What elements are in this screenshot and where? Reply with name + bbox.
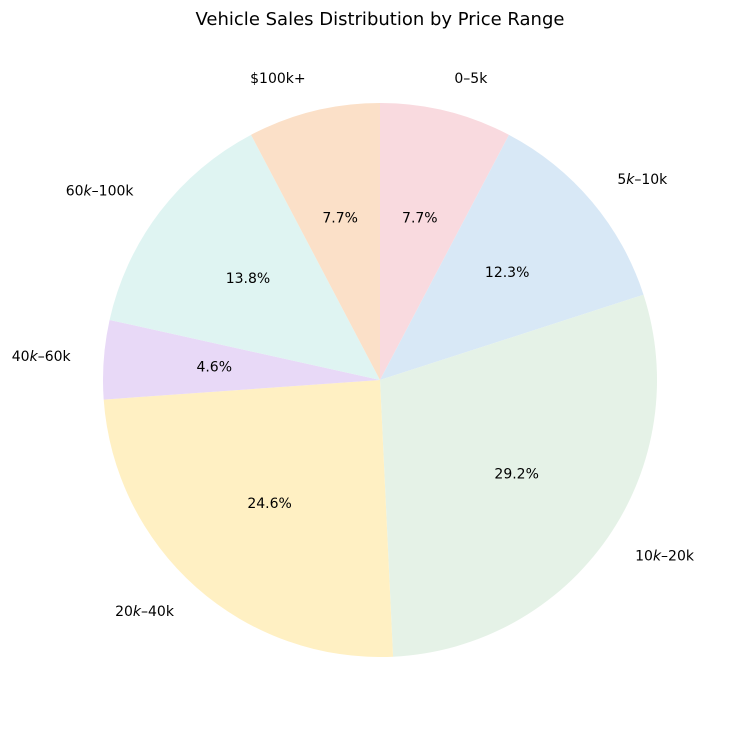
slice-percent-label: 29.2% xyxy=(494,467,538,483)
slice-percent-label: 12.3% xyxy=(485,265,529,281)
pie-slice xyxy=(102,319,380,400)
pie-slice xyxy=(380,103,509,380)
slice-category-label: 0–5k xyxy=(454,71,488,87)
pie-labels: 0–5k 7.7% 5k–10k 12.3% 10k–20k 29.2% 20k–40k 24… xyxy=(12,71,695,620)
pie-slice xyxy=(380,294,658,657)
pie-slice xyxy=(109,134,380,380)
chart-title: Vehicle Sales Distribution by Price Rang… xyxy=(196,9,565,30)
slice-percent-label: 13.8% xyxy=(226,271,270,287)
slice-percent-label: 7.7% xyxy=(322,211,358,227)
slice-category-label: 5k–10k xyxy=(617,172,668,188)
slice-category-label: 20k–40k xyxy=(115,604,175,620)
slice-category-label: 40k–60k xyxy=(12,349,72,365)
pie-slice xyxy=(103,380,394,657)
slice-category-label: 60k–100k xyxy=(66,184,135,200)
slice-category-label: 10k–20k xyxy=(635,549,695,565)
slice-percent-label: 24.6% xyxy=(247,496,291,512)
slice-percent-label: 7.7% xyxy=(402,211,438,227)
slice-percent-label: 4.6% xyxy=(196,360,232,376)
pie-slice xyxy=(380,134,644,380)
pie-slices xyxy=(102,103,658,657)
pie-slice xyxy=(251,103,380,380)
slice-category-label: $100k+ xyxy=(250,71,305,87)
